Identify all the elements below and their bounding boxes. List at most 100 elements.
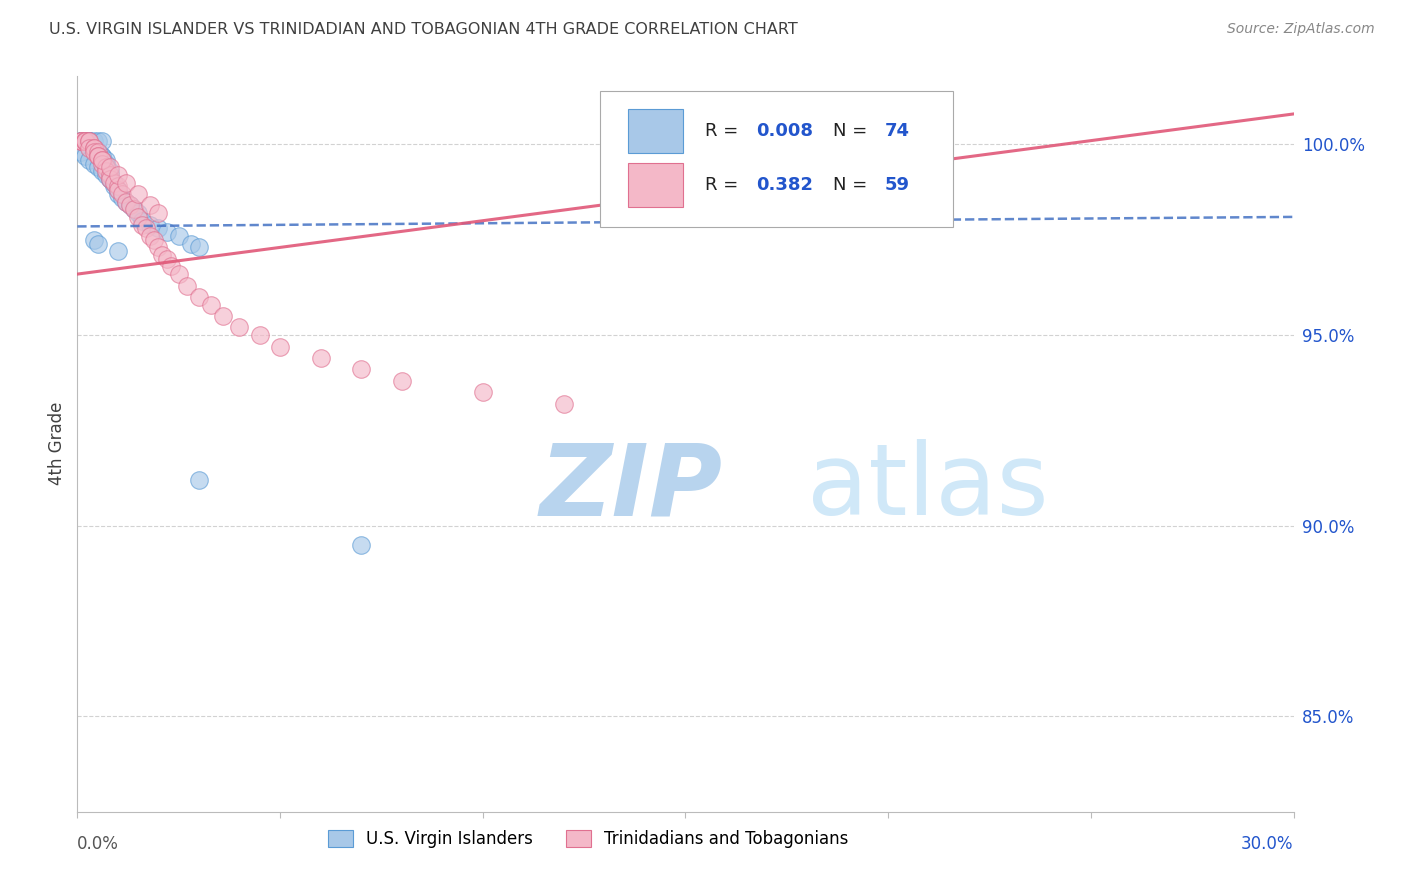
Point xyxy=(188,240,211,254)
Point xyxy=(675,134,697,148)
Point xyxy=(188,290,211,304)
Point xyxy=(107,168,129,182)
Point xyxy=(103,176,125,190)
Point xyxy=(180,236,202,251)
Point xyxy=(70,145,93,159)
FancyBboxPatch shape xyxy=(600,90,953,227)
Point xyxy=(143,233,166,247)
Point xyxy=(111,191,134,205)
Text: 74: 74 xyxy=(884,122,910,140)
Point xyxy=(79,134,101,148)
Point xyxy=(107,244,129,259)
Point xyxy=(75,149,97,163)
Point xyxy=(98,171,121,186)
Point xyxy=(350,362,373,376)
Point xyxy=(350,538,373,552)
Point xyxy=(152,248,174,262)
Point xyxy=(75,134,97,148)
Point xyxy=(131,218,153,232)
Point xyxy=(75,134,97,148)
Point xyxy=(471,385,494,400)
Point xyxy=(122,202,145,217)
Point xyxy=(79,134,101,148)
Point xyxy=(98,168,121,182)
Text: U.S. VIRGIN ISLANDER VS TRINIDADIAN AND TOBAGONIAN 4TH GRADE CORRELATION CHART: U.S. VIRGIN ISLANDER VS TRINIDADIAN AND … xyxy=(49,22,799,37)
Point xyxy=(553,397,575,411)
Point xyxy=(70,134,93,148)
Point xyxy=(269,339,291,353)
Point xyxy=(176,278,198,293)
Point xyxy=(249,328,271,343)
Point xyxy=(86,149,108,163)
Point xyxy=(139,198,162,212)
Point xyxy=(115,194,138,209)
Point xyxy=(107,183,129,197)
Point xyxy=(83,156,105,170)
Point xyxy=(75,134,97,148)
Point xyxy=(796,134,818,148)
Text: atlas: atlas xyxy=(807,440,1049,536)
Point xyxy=(98,161,121,175)
Point xyxy=(75,134,97,148)
Point xyxy=(86,145,108,159)
Point xyxy=(90,149,112,163)
Point xyxy=(83,141,105,155)
Point xyxy=(83,141,105,155)
Point xyxy=(94,161,117,175)
Point xyxy=(131,213,153,227)
Point xyxy=(90,153,112,167)
Point xyxy=(98,168,121,182)
Point xyxy=(86,149,108,163)
Point xyxy=(75,134,97,148)
Point xyxy=(90,134,112,148)
Y-axis label: 4th Grade: 4th Grade xyxy=(48,402,66,485)
Point xyxy=(200,297,222,311)
Point xyxy=(103,176,125,190)
Point xyxy=(79,141,101,155)
Point xyxy=(86,236,108,251)
Point xyxy=(148,221,170,235)
Point xyxy=(155,252,177,266)
Point xyxy=(86,134,108,148)
Text: 30.0%: 30.0% xyxy=(1241,835,1294,853)
Point xyxy=(188,473,211,487)
Point xyxy=(127,206,149,220)
Text: ZIP: ZIP xyxy=(540,440,723,536)
Point xyxy=(118,198,141,212)
Point xyxy=(83,145,105,159)
Point xyxy=(127,187,149,202)
Point xyxy=(86,145,108,159)
Text: N =: N = xyxy=(832,176,873,194)
Point xyxy=(167,267,190,281)
Point xyxy=(79,141,101,155)
Point xyxy=(86,161,108,175)
Point xyxy=(148,206,170,220)
Point xyxy=(75,134,97,148)
Text: 0.0%: 0.0% xyxy=(77,835,120,853)
Point xyxy=(159,260,181,274)
Point xyxy=(107,183,129,197)
Point xyxy=(98,171,121,186)
Point xyxy=(103,176,125,190)
Point xyxy=(103,179,125,194)
Point xyxy=(212,309,235,323)
Point xyxy=(83,141,105,155)
Point xyxy=(86,145,108,159)
Text: 59: 59 xyxy=(884,176,910,194)
Point xyxy=(70,134,93,148)
Point xyxy=(115,176,138,190)
Point xyxy=(228,320,250,334)
Point xyxy=(148,240,170,254)
Point xyxy=(139,229,162,244)
Point xyxy=(309,351,332,365)
Point xyxy=(94,168,117,182)
Point xyxy=(83,141,105,155)
Point xyxy=(70,134,93,148)
Point xyxy=(79,134,101,148)
Point xyxy=(75,134,97,148)
Point xyxy=(118,198,141,212)
Point xyxy=(79,141,101,155)
Point xyxy=(75,134,97,148)
Point xyxy=(94,164,117,178)
Point xyxy=(79,134,101,148)
